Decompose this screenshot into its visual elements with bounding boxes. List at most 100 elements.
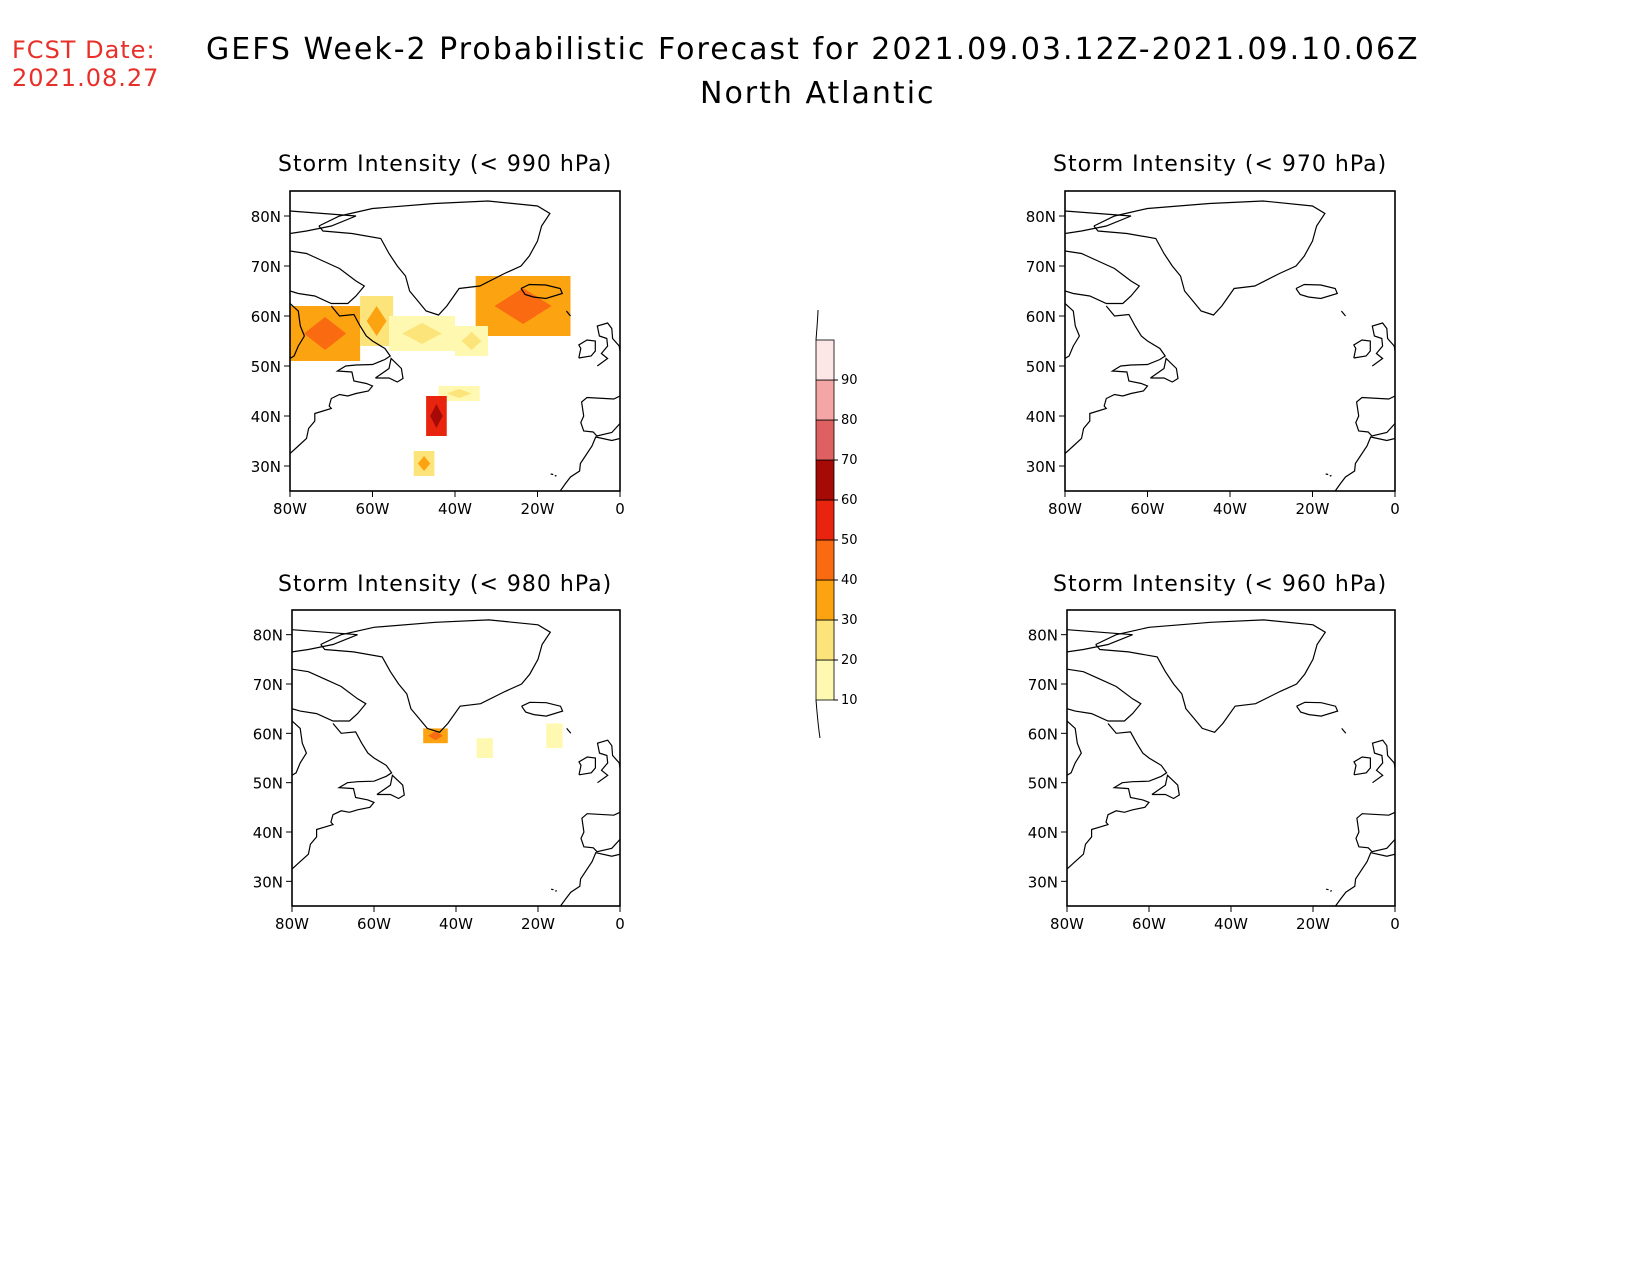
- lon-tick-label: 40W: [1213, 500, 1247, 518]
- prob-area-core: [428, 731, 443, 741]
- coastline: [1330, 890, 1333, 892]
- coastline: [290, 305, 392, 454]
- forecast-date-label: FCST Date:: [12, 36, 156, 64]
- lon-tick-label: 0: [615, 915, 625, 933]
- forecast-date: FCST Date: 2021.08.27: [12, 36, 159, 92]
- coastline: [1334, 436, 1395, 491]
- coastline: [550, 888, 554, 891]
- prob-area-core: [417, 456, 431, 471]
- coastline: [1093, 200, 1326, 316]
- lon-tick-label: 20W: [521, 500, 555, 518]
- colorbar-swatch: [815, 459, 835, 501]
- coastline: [1371, 739, 1395, 784]
- coastline: [596, 322, 620, 367]
- lat-tick-label: 30N: [1026, 458, 1056, 476]
- lat-tick-label: 70N: [1026, 258, 1056, 276]
- prob-area-core: [479, 742, 490, 755]
- coastline: [1335, 852, 1395, 906]
- lon-tick-label: 60W: [356, 500, 390, 518]
- coastline: [554, 474, 557, 477]
- page-subtitle: North Atlantic: [700, 76, 936, 111]
- prob-area-core: [549, 728, 560, 744]
- lat-tick-label: 30N: [251, 458, 281, 476]
- lat-tick-label: 30N: [253, 873, 283, 891]
- prob-area-core: [461, 332, 482, 350]
- lon-tick-label: 0: [615, 500, 625, 518]
- colorbar-label: 10: [841, 693, 858, 708]
- coastline: [1295, 283, 1339, 300]
- coastline: [290, 303, 306, 360]
- page-title: GEFS Week-2 Probabilistic Forecast for 2…: [206, 32, 1420, 67]
- lat-tick-label: 40N: [1026, 408, 1056, 426]
- lon-tick-label: 20W: [1296, 500, 1330, 518]
- colorbar-label: 60: [841, 493, 858, 508]
- colorbar-label: 70: [841, 453, 858, 468]
- lon-tick-label: 60W: [357, 915, 391, 933]
- panel-title-990: Storm Intensity (< 990 hPa): [278, 152, 613, 177]
- coastline: [1355, 395, 1395, 437]
- colorbar-swatch: [815, 619, 835, 661]
- lon-tick-label: 40W: [439, 915, 473, 933]
- coastline: [580, 395, 620, 437]
- panel-title-970: Storm Intensity (< 970 hPa): [1053, 152, 1388, 177]
- colorbar-swatch: [815, 499, 835, 541]
- coastline: [292, 668, 367, 722]
- lat-tick-label: 50N: [1026, 358, 1056, 376]
- lat-tick-label: 60N: [1028, 725, 1058, 743]
- colorbar: 10 20 30 40 50 60 70 80 90: [815, 309, 858, 739]
- coastline: [1095, 619, 1327, 733]
- map-frame: [1064, 190, 1396, 492]
- coastline: [292, 720, 308, 776]
- prob-area-core: [304, 317, 347, 350]
- colorbar-swatch: [815, 539, 835, 581]
- coastline: [565, 310, 571, 317]
- coastline: [1067, 723, 1168, 870]
- map-panel-p980: 80W 60W 40W 20W 0 30N 40N 50N 60N 70N 80N: [253, 609, 625, 933]
- forecast-date-value: 2021.08.27: [12, 64, 160, 92]
- lon-tick-label: 0: [1390, 500, 1400, 518]
- lat-tick-label: 70N: [1028, 676, 1058, 694]
- lon-tick-label: 20W: [1296, 915, 1330, 933]
- lat-tick-label: 30N: [1028, 873, 1058, 891]
- lon-tick-label: 60W: [1131, 500, 1165, 518]
- coastline: [1150, 357, 1179, 383]
- lat-tick-label: 80N: [1026, 208, 1056, 226]
- lat-tick-label: 40N: [251, 408, 281, 426]
- lon-tick-label: 80W: [1048, 500, 1082, 518]
- lat-tick-label: 80N: [251, 208, 281, 226]
- coastline: [290, 250, 366, 305]
- prob-area-core: [446, 389, 472, 398]
- coastline: [375, 357, 404, 383]
- colorbar-swatch: [815, 379, 835, 421]
- colorbar-label: 50: [841, 533, 858, 548]
- coastline: [1151, 774, 1180, 800]
- coastline: [521, 701, 564, 717]
- coastline: [1296, 701, 1339, 717]
- coastline: [1065, 210, 1132, 235]
- coastline: [559, 436, 620, 491]
- lon-tick-label: 20W: [521, 915, 555, 933]
- coastline: [1325, 888, 1329, 891]
- coastline: [560, 852, 620, 906]
- coastline: [1355, 811, 1395, 853]
- coastline: [1341, 728, 1347, 734]
- coastline: [1353, 756, 1371, 776]
- lon-tick-label: 80W: [275, 915, 309, 933]
- lat-tick-label: 60N: [251, 308, 281, 326]
- map-panel-p970: 80W 60W 40W 20W 0 30N 40N 50N 60N 70N 80N: [1026, 190, 1400, 518]
- lat-tick-label: 80N: [253, 627, 283, 645]
- coastline: [1067, 629, 1133, 653]
- lat-tick-label: 50N: [251, 358, 281, 376]
- map-frame: [291, 609, 621, 907]
- coastline: [1065, 250, 1141, 305]
- prob-area-core: [402, 323, 442, 344]
- lon-tick-label: 0: [1390, 915, 1400, 933]
- colorbar-label: 90: [841, 373, 858, 388]
- coastline: [1065, 303, 1081, 360]
- coastline: [1352, 339, 1371, 359]
- colorbar-swatch: [815, 579, 835, 621]
- coastline: [1325, 473, 1329, 476]
- coastline: [292, 723, 393, 870]
- colorbar-label: 30: [841, 613, 858, 628]
- prob-area-core: [430, 404, 443, 428]
